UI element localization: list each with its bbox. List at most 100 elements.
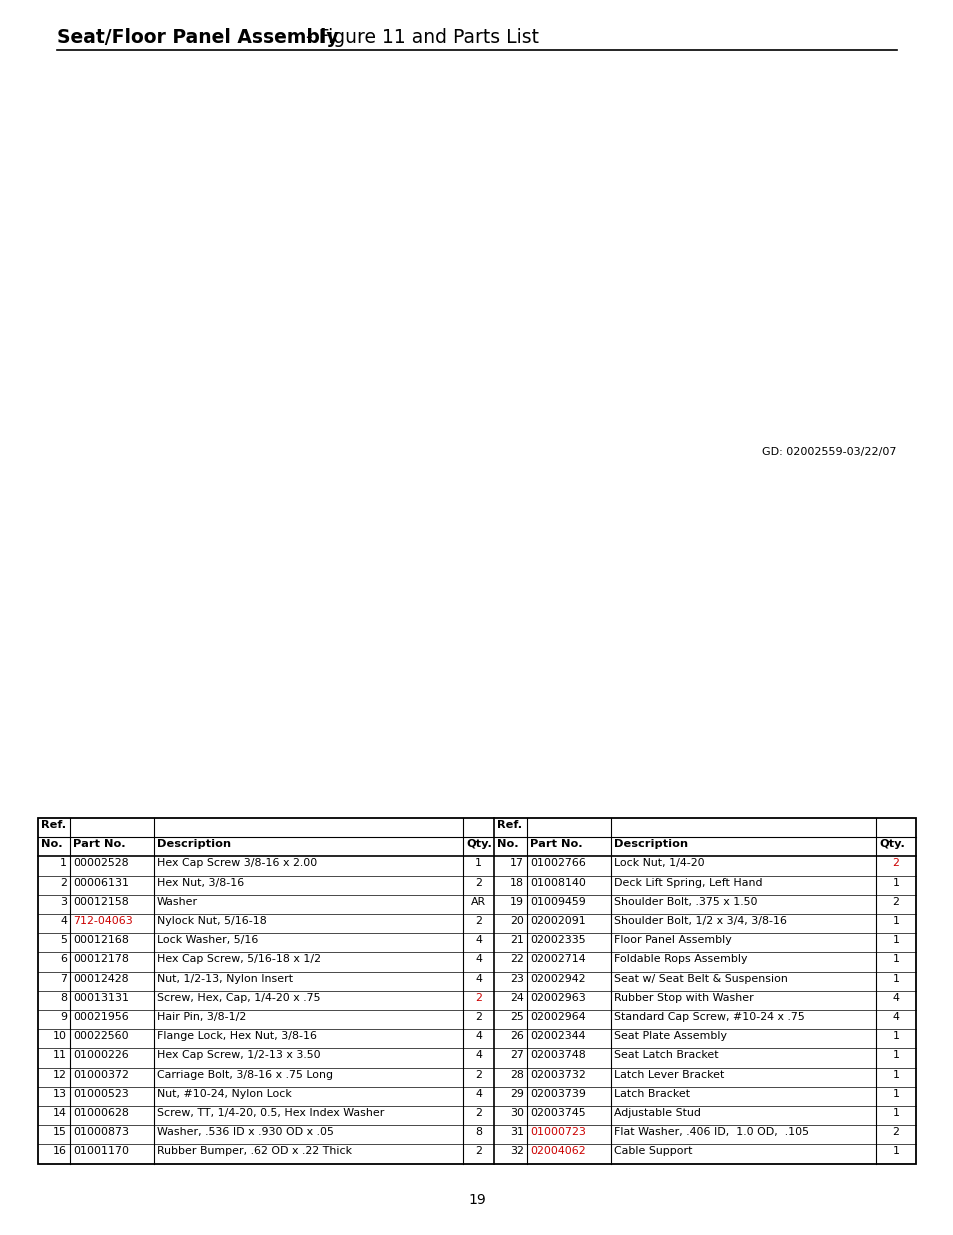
Text: Flat Washer, .406 ID,  1.0 OD,  .105: Flat Washer, .406 ID, 1.0 OD, .105 — [614, 1128, 808, 1137]
Text: 1: 1 — [892, 878, 899, 888]
Text: 23: 23 — [510, 973, 523, 983]
Text: Lock Washer, 5/16: Lock Washer, 5/16 — [157, 935, 258, 945]
Text: 11: 11 — [53, 1051, 67, 1061]
Text: 15: 15 — [53, 1128, 67, 1137]
Text: 01000723: 01000723 — [530, 1128, 585, 1137]
Text: 712-04063: 712-04063 — [73, 916, 132, 926]
Text: Qty.: Qty. — [465, 840, 492, 850]
Text: Nylock Nut, 5/16-18: Nylock Nut, 5/16-18 — [157, 916, 267, 926]
Text: 10: 10 — [53, 1031, 67, 1041]
Text: Latch Bracket: Latch Bracket — [614, 1089, 689, 1099]
Text: 00012178: 00012178 — [73, 955, 129, 965]
Text: 4: 4 — [892, 1011, 899, 1023]
Text: 6: 6 — [60, 955, 67, 965]
Text: 21: 21 — [510, 935, 523, 945]
Text: 1: 1 — [475, 858, 481, 868]
Text: 02002344: 02002344 — [530, 1031, 585, 1041]
Text: Shoulder Bolt, 1/2 x 3/4, 3/8-16: Shoulder Bolt, 1/2 x 3/4, 3/8-16 — [614, 916, 786, 926]
Text: No.: No. — [497, 840, 518, 850]
Text: Ref.: Ref. — [497, 820, 521, 830]
Text: 00002528: 00002528 — [73, 858, 129, 868]
Text: 01000226: 01000226 — [73, 1051, 129, 1061]
Text: 01000873: 01000873 — [73, 1128, 129, 1137]
Text: Hex Nut, 3/8-16: Hex Nut, 3/8-16 — [157, 878, 244, 888]
Text: 02002963: 02002963 — [530, 993, 585, 1003]
Text: Foldable Rops Assembly: Foldable Rops Assembly — [614, 955, 747, 965]
Text: Qty.: Qty. — [878, 840, 904, 850]
Text: Latch Lever Bracket: Latch Lever Bracket — [614, 1070, 723, 1079]
Text: 02003745: 02003745 — [530, 1108, 585, 1118]
Text: 9: 9 — [60, 1011, 67, 1023]
Text: 4: 4 — [60, 916, 67, 926]
Text: Floor Panel Assembly: Floor Panel Assembly — [614, 935, 731, 945]
Text: 2: 2 — [475, 878, 481, 888]
Text: 4: 4 — [475, 955, 481, 965]
Text: 4: 4 — [475, 1031, 481, 1041]
Text: 24: 24 — [510, 993, 523, 1003]
Text: Part No.: Part No. — [73, 840, 126, 850]
Text: Hex Cap Screw, 5/16-18 x 1/2: Hex Cap Screw, 5/16-18 x 1/2 — [157, 955, 320, 965]
Text: 30: 30 — [510, 1108, 523, 1118]
Text: 1: 1 — [892, 1089, 899, 1099]
Text: Washer, .536 ID x .930 OD x .05: Washer, .536 ID x .930 OD x .05 — [157, 1128, 334, 1137]
Text: 2: 2 — [892, 858, 899, 868]
Bar — [38, 818, 915, 1163]
Text: 31: 31 — [510, 1128, 523, 1137]
Text: 19: 19 — [510, 897, 523, 906]
Text: 1: 1 — [892, 973, 899, 983]
Text: 2: 2 — [892, 897, 899, 906]
Text: Hex Cap Screw, 1/2-13 x 3.50: Hex Cap Screw, 1/2-13 x 3.50 — [157, 1051, 320, 1061]
Text: 00012158: 00012158 — [73, 897, 129, 906]
Text: Part No.: Part No. — [530, 840, 582, 850]
Text: 16: 16 — [53, 1146, 67, 1156]
Text: 2: 2 — [60, 878, 67, 888]
Text: 12: 12 — [53, 1070, 67, 1079]
Text: 02004062: 02004062 — [530, 1146, 585, 1156]
Text: Screw, TT, 1/4-20, 0.5, Hex Index Washer: Screw, TT, 1/4-20, 0.5, Hex Index Washer — [157, 1108, 384, 1118]
Text: - Figure 11 and Parts List: - Figure 11 and Parts List — [306, 28, 538, 47]
Text: 01000628: 01000628 — [73, 1108, 129, 1118]
Text: 2: 2 — [475, 1070, 481, 1079]
Text: 00013131: 00013131 — [73, 993, 129, 1003]
Text: 17: 17 — [510, 858, 523, 868]
Text: 00022560: 00022560 — [73, 1031, 129, 1041]
Text: Description: Description — [614, 840, 687, 850]
Text: Nut, 1/2-13, Nylon Insert: Nut, 1/2-13, Nylon Insert — [157, 973, 293, 983]
Text: 1: 1 — [892, 916, 899, 926]
Text: 02002714: 02002714 — [530, 955, 585, 965]
Text: 1: 1 — [892, 955, 899, 965]
Text: 4: 4 — [475, 1051, 481, 1061]
Text: 02003748: 02003748 — [530, 1051, 585, 1061]
Text: 02002964: 02002964 — [530, 1011, 585, 1023]
Text: Seat Latch Bracket: Seat Latch Bracket — [614, 1051, 718, 1061]
Text: 1: 1 — [60, 858, 67, 868]
Text: 4: 4 — [892, 993, 899, 1003]
Text: 14: 14 — [53, 1108, 67, 1118]
Text: 02002942: 02002942 — [530, 973, 585, 983]
Text: 28: 28 — [510, 1070, 523, 1079]
Text: Hair Pin, 3/8-1/2: Hair Pin, 3/8-1/2 — [157, 1011, 246, 1023]
Text: 8: 8 — [475, 1128, 481, 1137]
Text: 1: 1 — [892, 1031, 899, 1041]
Text: Adjustable Stud: Adjustable Stud — [614, 1108, 700, 1118]
Text: GD: 02002559-03/22/07: GD: 02002559-03/22/07 — [761, 447, 896, 457]
Text: Shoulder Bolt, .375 x 1.50: Shoulder Bolt, .375 x 1.50 — [614, 897, 757, 906]
Text: Lock Nut, 1/4-20: Lock Nut, 1/4-20 — [614, 858, 704, 868]
Text: Standard Cap Screw, #10-24 x .75: Standard Cap Screw, #10-24 x .75 — [614, 1011, 804, 1023]
Text: 2: 2 — [892, 1128, 899, 1137]
Text: 01000372: 01000372 — [73, 1070, 129, 1079]
Text: 1: 1 — [892, 1108, 899, 1118]
Text: 26: 26 — [510, 1031, 523, 1041]
Text: 1: 1 — [892, 1070, 899, 1079]
Text: 2: 2 — [475, 1011, 481, 1023]
Text: 2: 2 — [475, 916, 481, 926]
Text: 01009459: 01009459 — [530, 897, 585, 906]
Text: 25: 25 — [510, 1011, 523, 1023]
Text: 3: 3 — [60, 897, 67, 906]
Text: Washer: Washer — [157, 897, 198, 906]
Text: 00021956: 00021956 — [73, 1011, 129, 1023]
Text: 00006131: 00006131 — [73, 878, 129, 888]
Text: 8: 8 — [60, 993, 67, 1003]
Text: 1: 1 — [892, 1051, 899, 1061]
Text: 18: 18 — [510, 878, 523, 888]
